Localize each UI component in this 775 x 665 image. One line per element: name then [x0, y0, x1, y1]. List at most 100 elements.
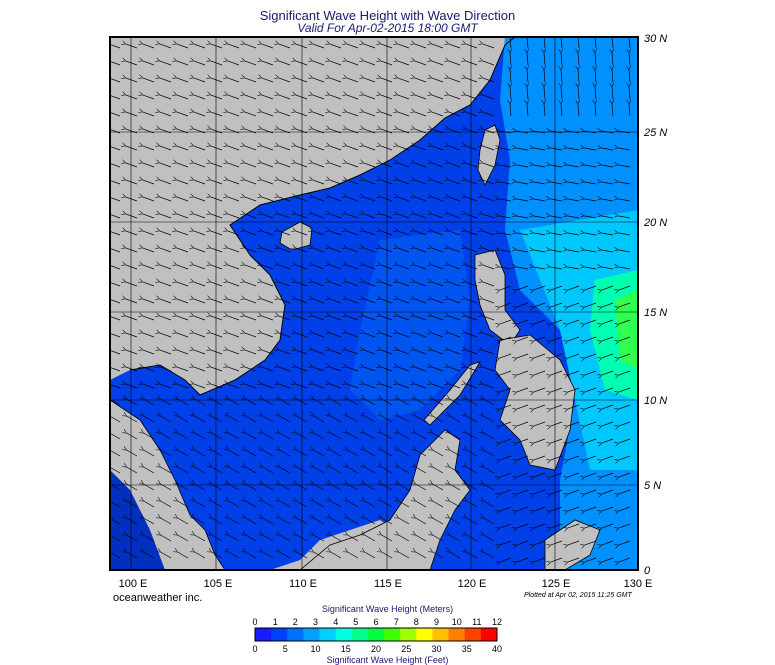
wave-arrow — [195, 535, 206, 542]
wave-arrow — [211, 367, 223, 372]
wave-arrow — [331, 433, 342, 440]
wave-arrow — [619, 387, 631, 392]
wave-arrow — [450, 484, 461, 491]
wave-arrow — [313, 95, 325, 100]
wave-arrow — [399, 535, 410, 542]
wave-arrow — [330, 197, 342, 202]
wave-arrow — [499, 216, 512, 219]
wave-arrow — [313, 316, 325, 321]
wave-arrow — [449, 350, 461, 355]
wave-arrow — [245, 350, 257, 355]
wave-arrow — [296, 350, 308, 355]
wave-arrow — [533, 165, 546, 168]
wave-arrow — [228, 78, 240, 83]
wave-arrow — [534, 438, 546, 443]
wave-arrow — [381, 299, 393, 304]
wave-arrow — [517, 472, 529, 477]
wave-arrow — [246, 450, 257, 457]
wave-arrow — [517, 370, 529, 375]
wave-arrow — [466, 367, 478, 372]
wave-arrow — [399, 467, 410, 474]
wave-arrow — [161, 416, 172, 423]
wave-arrow — [229, 535, 240, 542]
wave-arrow — [144, 450, 155, 457]
wave-arrow — [143, 78, 155, 83]
wave-arrow — [263, 416, 274, 423]
wave-arrow — [160, 95, 172, 100]
wave-arrow — [449, 384, 461, 389]
wave-arrow — [330, 163, 342, 168]
wave-arrow — [484, 552, 495, 559]
wave-arrow — [381, 350, 393, 355]
wave-arrow — [296, 265, 308, 270]
wave-arrow — [263, 484, 274, 491]
wave-arrow — [144, 518, 155, 525]
wave-arrow — [585, 455, 597, 460]
wave-arrow — [297, 552, 308, 559]
wave-arrow — [262, 333, 274, 338]
wave-arrow — [195, 416, 206, 423]
wave-arrow — [245, 265, 257, 270]
wave-arrow — [143, 214, 155, 219]
wave-arrow — [330, 146, 342, 151]
wave-arrow — [194, 367, 206, 372]
wave-arrow — [415, 180, 427, 185]
wave-arrow — [314, 467, 325, 474]
wave-arrow — [483, 163, 495, 168]
colorbar-swatch — [335, 628, 353, 641]
wave-arrow — [550, 267, 563, 270]
wave-arrow — [568, 421, 580, 426]
wave-arrow — [364, 129, 376, 134]
map-frame — [109, 36, 639, 571]
wave-arrow — [246, 467, 257, 474]
wave-arrow — [534, 489, 546, 494]
wave-arrow — [365, 416, 376, 423]
wave-arrow — [449, 299, 461, 304]
wave-arrow — [313, 112, 325, 117]
wave-arrow — [415, 282, 427, 287]
wave-arrow — [127, 416, 138, 423]
wave-arrow — [450, 535, 461, 542]
wave-arrow — [160, 299, 172, 304]
wave-arrow — [126, 214, 138, 219]
wave-arrow — [398, 350, 410, 355]
ocean-pacific-max — [615, 290, 638, 370]
wave-arrow — [161, 484, 172, 491]
wave-arrow — [279, 265, 291, 270]
wave-arrow — [365, 552, 376, 559]
wave-arrow — [245, 180, 257, 185]
colorbar-feet-tick: 40 — [492, 644, 502, 654]
wave-arrow — [483, 180, 495, 185]
wave-arrow — [348, 416, 359, 423]
wave-arrow — [483, 44, 495, 49]
wave-arrow — [544, 87, 545, 100]
wave-arrow — [601, 250, 614, 253]
wave-arrow — [433, 552, 444, 559]
wave-arrow — [415, 163, 427, 168]
wave-arrow — [262, 95, 274, 100]
wave-arrow — [245, 44, 257, 49]
wave-arrow — [500, 557, 512, 562]
wave-arrow — [126, 129, 138, 134]
colorbar-title-meters: Significant Wave Height (Meters) — [321, 604, 454, 614]
wave-arrow — [416, 433, 427, 440]
map-subtitle: Valid For Apr-02-2015 18:00 GMT — [297, 21, 478, 35]
wave-arrow — [144, 484, 155, 491]
wave-arrow — [415, 316, 427, 321]
lat-label: 25 N — [643, 127, 667, 139]
wave-arrow — [347, 299, 359, 304]
wave-arrow — [143, 61, 155, 66]
wave-arrow — [297, 467, 308, 474]
wave-arrow — [212, 450, 223, 457]
wave-arrow — [415, 197, 427, 202]
wave-arrow — [177, 146, 189, 151]
wave-arrow — [551, 370, 563, 375]
wave-arrow — [466, 384, 478, 389]
wave-arrow — [466, 197, 478, 202]
wave-arrow — [534, 285, 546, 290]
wave-arrow — [595, 104, 596, 117]
colorbar-feet-tick: 15 — [341, 644, 351, 654]
colorbar-title-feet: Significant Wave Height (Feet) — [326, 655, 449, 665]
wave-arrow — [433, 484, 444, 491]
wave-arrow — [126, 248, 138, 253]
